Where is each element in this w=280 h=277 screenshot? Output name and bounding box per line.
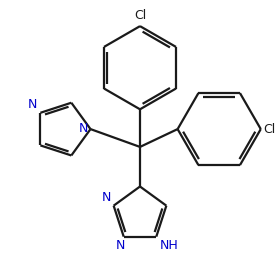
Text: NH: NH (159, 239, 178, 252)
Text: N: N (116, 239, 125, 252)
Text: Cl: Cl (264, 123, 276, 136)
Text: N: N (79, 122, 88, 135)
Text: Cl: Cl (134, 9, 146, 22)
Text: N: N (101, 191, 111, 204)
Text: N: N (28, 98, 38, 111)
